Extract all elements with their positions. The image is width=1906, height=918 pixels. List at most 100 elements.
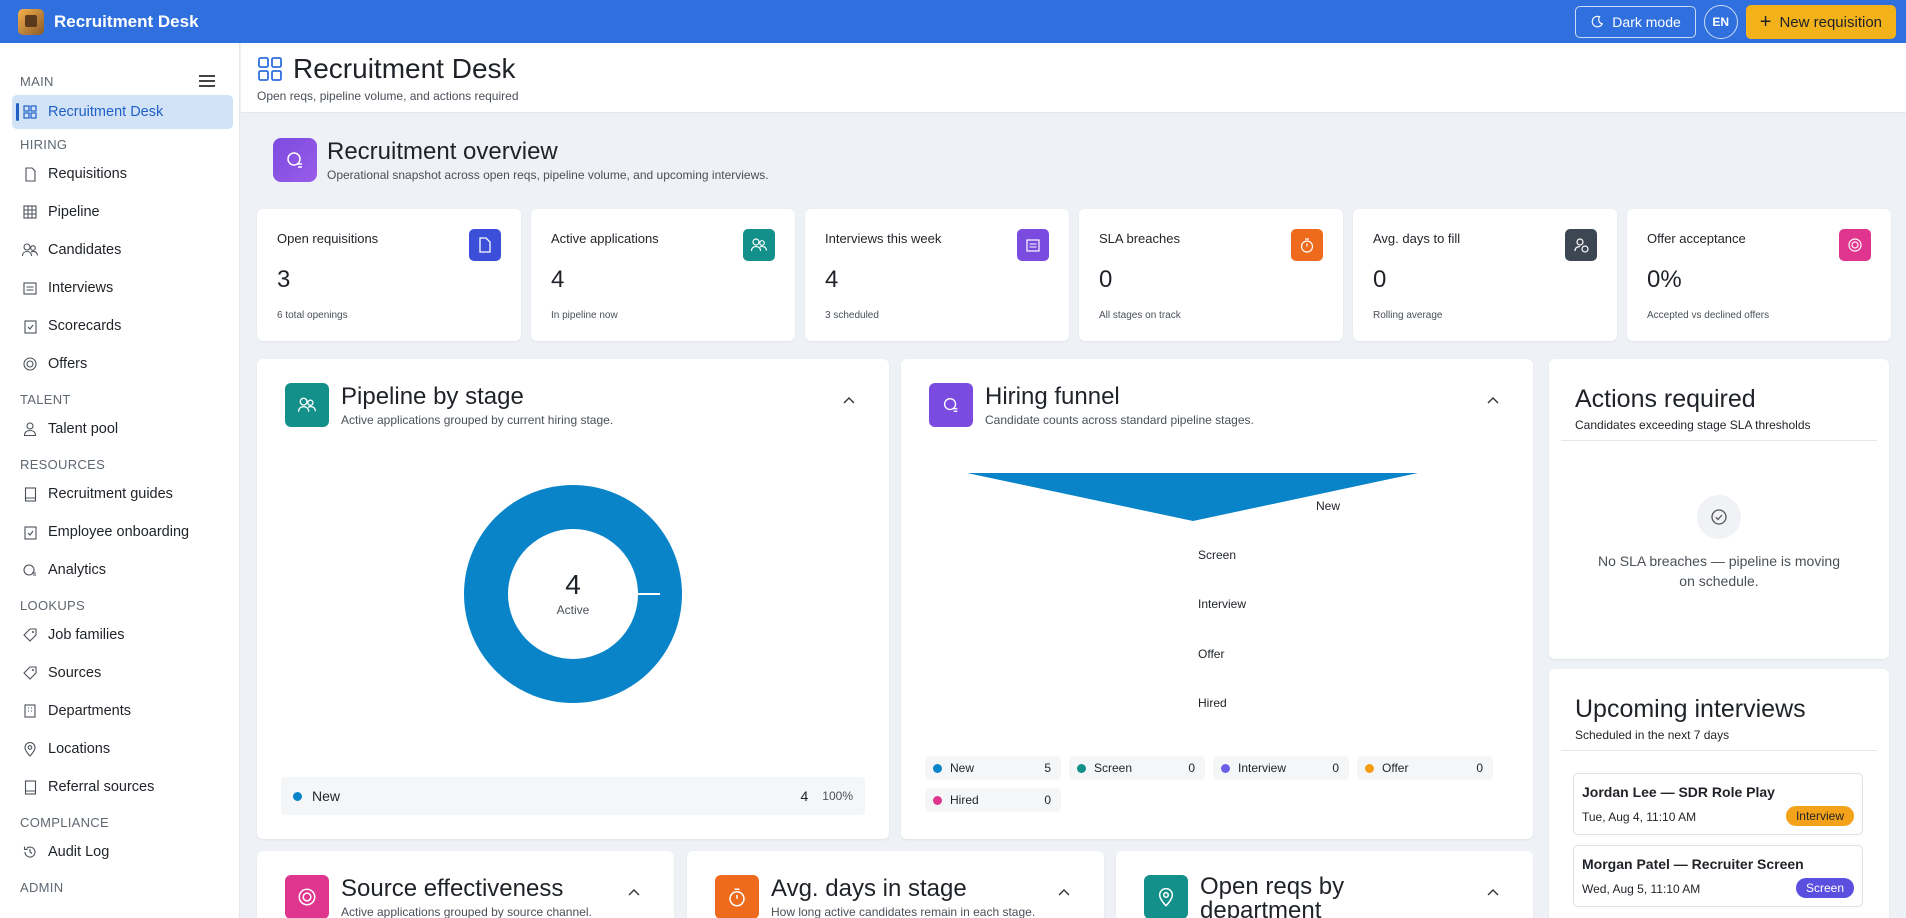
chevron-up-icon[interactable]	[628, 887, 640, 899]
brand[interactable]: Recruitment Desk	[0, 8, 199, 35]
sidebar-item-analytics[interactable]: Analytics	[0, 551, 239, 589]
page-subtitle: Open reqs, pipeline volume, and actions …	[257, 89, 519, 103]
building-icon	[22, 703, 38, 719]
new-requisition-button[interactable]: + New requisition	[1745, 5, 1896, 39]
clipboard-icon	[22, 524, 38, 540]
kpi-card-sla-breaches[interactable]: SLA breaches 0 All stages on track	[1079, 209, 1343, 341]
sidebar-section-lookups: LOOKUPS	[20, 598, 85, 613]
sidebar-item-offers[interactable]: Offers	[0, 345, 239, 383]
chip-count: 0	[1188, 761, 1195, 775]
avg-days-in-stage-card: Avg. days in stage How long active candi…	[687, 851, 1104, 918]
file-icon	[22, 166, 38, 182]
overview-title: Recruitment overview	[327, 138, 558, 165]
chip-label: Offer	[1382, 761, 1409, 775]
chip-count: 0	[1332, 761, 1339, 775]
calendar-icon	[1017, 229, 1049, 261]
chevron-up-icon[interactable]	[1487, 395, 1499, 407]
pipeline-donut-chart	[464, 485, 682, 703]
card-title: Pipeline by stage	[341, 383, 524, 410]
chip-count: 0	[1476, 761, 1483, 775]
sidebar-section-hiring: HIRING	[20, 137, 68, 152]
book-icon	[22, 779, 38, 795]
sidebar-item-pipeline[interactable]: Pipeline	[0, 193, 239, 231]
person-clock-icon	[1565, 229, 1597, 261]
analytics-icon	[273, 138, 317, 182]
moon-icon	[1592, 15, 1604, 28]
tag-icon	[22, 665, 38, 681]
sidebar-item-label: Interviews	[48, 280, 114, 296]
sidebar-item-interviews[interactable]: Interviews	[0, 269, 239, 307]
kpi-label: SLA breaches	[1099, 231, 1180, 246]
kpi-card-avg-days-to-fill[interactable]: Avg. days to fill 0 Rolling average	[1353, 209, 1617, 341]
sidebar-item-sources[interactable]: Sources	[0, 654, 239, 692]
sidebar-item-audit-log[interactable]: Audit Log	[0, 833, 239, 871]
plus-icon: +	[1759, 11, 1772, 33]
sidebar-item-candidates[interactable]: Candidates	[0, 231, 239, 269]
sidebar-item-label: Recruitment guides	[48, 486, 173, 502]
sidebar-item-label: Talent pool	[48, 421, 119, 437]
people-icon	[743, 229, 775, 261]
sidebar-item-requisitions[interactable]: Requisitions	[0, 155, 239, 193]
tag-icon	[22, 627, 38, 643]
people-icon	[22, 242, 38, 258]
sidebar-item-label: Audit Log	[48, 844, 110, 860]
sidebar-item-label: Requisitions	[48, 166, 127, 182]
sidebar-item-label: Sources	[48, 665, 102, 681]
sidebar-item-talent-pool[interactable]: Talent pool	[0, 410, 239, 448]
legend-count: 4	[800, 788, 809, 804]
kpi-value: 0%	[1647, 266, 1682, 293]
kpi-note: Rolling average	[1373, 310, 1443, 321]
grid-icon	[22, 104, 38, 120]
kpi-row: Open requisitions 3 6 total openings Act…	[257, 209, 1891, 341]
chevron-up-icon[interactable]	[1058, 887, 1070, 899]
sidebar-item-recruitment-desk[interactable]: Recruitment Desk	[12, 95, 233, 129]
chevron-up-icon[interactable]	[1487, 887, 1499, 899]
funnel-chip-screen[interactable]: Screen 0	[1069, 756, 1205, 780]
chip-label: Screen	[1094, 761, 1133, 775]
target-icon	[285, 875, 329, 918]
upcoming-interviews-card: Upcoming interviews Scheduled in the nex…	[1549, 669, 1889, 918]
sidebar-item-recruitment-guides[interactable]: Recruitment guides	[0, 475, 239, 513]
kpi-card-active-applications[interactable]: Active applications 4 In pipeline now	[531, 209, 795, 341]
sidebar-item-scorecards[interactable]: Scorecards	[0, 307, 239, 345]
funnel-chip-new[interactable]: New 5	[925, 756, 1061, 780]
calendar-list-icon	[22, 280, 38, 296]
kpi-card-interviews-this-week[interactable]: Interviews this week 4 3 scheduled	[805, 209, 1069, 341]
funnel-label-offer: Offer	[1198, 647, 1225, 661]
menu-toggle-icon[interactable]	[199, 75, 215, 87]
legend-label: New	[312, 788, 341, 804]
source-effectiveness-card: Source effectiveness Active applications…	[257, 851, 674, 918]
kpi-value: 4	[825, 266, 839, 293]
legend-dot	[293, 791, 302, 801]
target-icon	[1839, 229, 1871, 261]
kpi-card-open-requisitions[interactable]: Open requisitions 3 6 total openings	[257, 209, 521, 341]
language-switcher[interactable]: EN	[1703, 5, 1738, 39]
page-title: Recruitment Desk	[293, 53, 516, 84]
dark-mode-button[interactable]: Dark mode	[1575, 6, 1696, 38]
funnel-segment-new[interactable]	[967, 473, 1418, 521]
card-subtitle: Candidates exceeding stage SLA threshold…	[1575, 418, 1811, 432]
kpi-label: Open requisitions	[277, 231, 379, 246]
legend-percent: 100%	[822, 789, 853, 803]
legend-dot	[933, 763, 942, 773]
sidebar-section-admin: ADMIN	[20, 880, 64, 895]
chevron-up-icon[interactable]	[843, 395, 855, 407]
document-icon	[469, 229, 501, 261]
interview-item[interactable]: Morgan Patel — Recruiter Screen Wed, Aug…	[1573, 845, 1863, 907]
funnel-chip-interview[interactable]: Interview 0	[1213, 756, 1349, 780]
sidebar-item-referral-sources[interactable]: Referral sources	[0, 768, 239, 806]
legend-row-new[interactable]: New 4 100%	[281, 777, 865, 815]
sidebar-item-employee-onboarding[interactable]: Employee onboarding	[0, 513, 239, 551]
timer-icon	[1291, 229, 1323, 261]
table-icon	[22, 204, 38, 220]
funnel-chip-offer[interactable]: Offer 0	[1357, 756, 1493, 780]
interview-item[interactable]: Jordan Lee — SDR Role Play Tue, Aug 4, 1…	[1573, 773, 1863, 835]
funnel-label-hired: Hired	[1198, 696, 1227, 710]
pipeline-by-stage-card: Pipeline by stage Active applications gr…	[257, 359, 889, 839]
kpi-card-offer-acceptance[interactable]: Offer acceptance 0% Accepted vs declined…	[1627, 209, 1891, 341]
sidebar-item-locations[interactable]: Locations	[0, 730, 239, 768]
kpi-value: 0	[1373, 266, 1387, 293]
sidebar-item-departments[interactable]: Departments	[0, 692, 239, 730]
sidebar-item-job-families[interactable]: Job families	[0, 616, 239, 654]
funnel-chip-hired[interactable]: Hired 0	[925, 788, 1061, 812]
